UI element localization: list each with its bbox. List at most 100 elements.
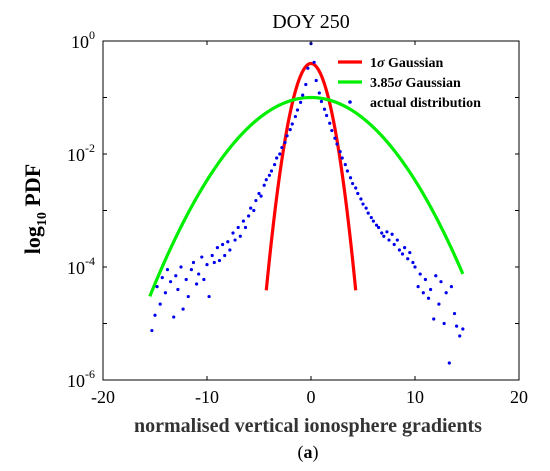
data-point (249, 206, 253, 210)
legend-label-text: 1 (370, 56, 377, 71)
y-tick-label: 10-2 (67, 141, 95, 165)
legend-label-text: 3.85 (370, 76, 395, 91)
data-point (181, 307, 185, 311)
y-tick-label: 100 (71, 28, 95, 52)
data-point (345, 169, 349, 173)
data-point (400, 252, 405, 256)
data-point (330, 128, 334, 133)
legend-label-1: 1σ Gaussian (370, 56, 444, 71)
data-point (306, 66, 310, 70)
data-point (343, 162, 347, 167)
data-point (191, 260, 196, 265)
data-point (184, 277, 188, 282)
data-point (449, 284, 453, 289)
data-point (259, 194, 263, 198)
data-point (325, 113, 329, 118)
data-point (354, 186, 358, 190)
data-point (461, 327, 465, 331)
x-tick-label: -20 (91, 387, 115, 407)
legend-label-text: actual distribution (370, 96, 481, 111)
data-point (243, 225, 248, 230)
legend-label-suffix: Gaussian (385, 56, 444, 71)
y-tick-label-base: 10 (67, 258, 85, 278)
data-point (207, 294, 211, 299)
data-point (210, 253, 214, 258)
data-point (426, 296, 431, 300)
data-point (285, 134, 289, 138)
data-point (392, 242, 396, 247)
data-point (374, 223, 379, 227)
data-point (416, 284, 420, 289)
data-point (361, 202, 365, 206)
y-tick-label: 10-6 (67, 367, 95, 391)
data-point (377, 225, 381, 230)
series-line-1 (264, 61, 358, 291)
data-point (215, 246, 219, 250)
data-point (241, 219, 245, 223)
data-point (195, 282, 199, 286)
data-point (189, 267, 193, 272)
data-point (333, 136, 337, 140)
data-point (205, 263, 209, 267)
data-point (238, 234, 242, 238)
y-tick-label-exponent: -6 (85, 367, 95, 381)
legend-label-symbol: σ (395, 76, 403, 91)
data-point (312, 60, 316, 64)
plot-area (148, 41, 465, 365)
caption-close: ) (313, 442, 319, 463)
data-point (439, 280, 443, 284)
legend-label-3: actual distribution (370, 96, 481, 111)
data-point (257, 191, 261, 196)
data-point (380, 231, 384, 235)
data-point (169, 280, 173, 284)
data-point (356, 191, 360, 196)
legend-label-2: 3.85σ Gaussian (370, 76, 461, 91)
data-point (351, 181, 355, 186)
data-point (359, 197, 363, 201)
data-point (437, 302, 441, 306)
legend-label-symbol: σ (377, 56, 385, 71)
x-tick-label: 0 (307, 387, 316, 407)
x-tick-label: 10 (406, 387, 424, 407)
data-point (382, 234, 386, 238)
x-tick-label: 20 (510, 387, 528, 407)
data-point (228, 248, 232, 252)
data-point (423, 277, 427, 282)
data-point (403, 246, 407, 250)
data-point (304, 82, 308, 87)
data-point (387, 238, 391, 242)
data-point (371, 219, 375, 223)
data-point (295, 108, 300, 112)
data-point (408, 250, 412, 255)
y-tick-label-exponent: 0 (89, 28, 95, 42)
data-point (413, 265, 417, 269)
data-point (369, 215, 373, 220)
data-point (434, 274, 438, 278)
y-axis-label-base: log (20, 226, 45, 254)
data-point (153, 313, 157, 317)
y-tick-label: 10-4 (67, 254, 95, 278)
data-point (432, 317, 436, 321)
data-point (176, 287, 180, 292)
data-point (223, 253, 227, 258)
data-point (442, 321, 446, 326)
data-point (231, 231, 235, 235)
data-point (262, 183, 266, 187)
y-axis-label-rest: PDF (20, 164, 45, 212)
legend-label-suffix: Gaussian (402, 76, 461, 91)
data-point (418, 272, 422, 276)
data-point (317, 91, 321, 95)
data-point (267, 173, 271, 177)
data-point (340, 156, 344, 160)
data-point (264, 178, 268, 182)
data-point (163, 291, 167, 295)
data-point (254, 198, 258, 203)
data-point (174, 274, 178, 278)
data-point (452, 311, 457, 316)
data-point (226, 240, 230, 244)
data-point (458, 334, 462, 338)
data-point (319, 99, 323, 104)
data-point (411, 260, 415, 265)
